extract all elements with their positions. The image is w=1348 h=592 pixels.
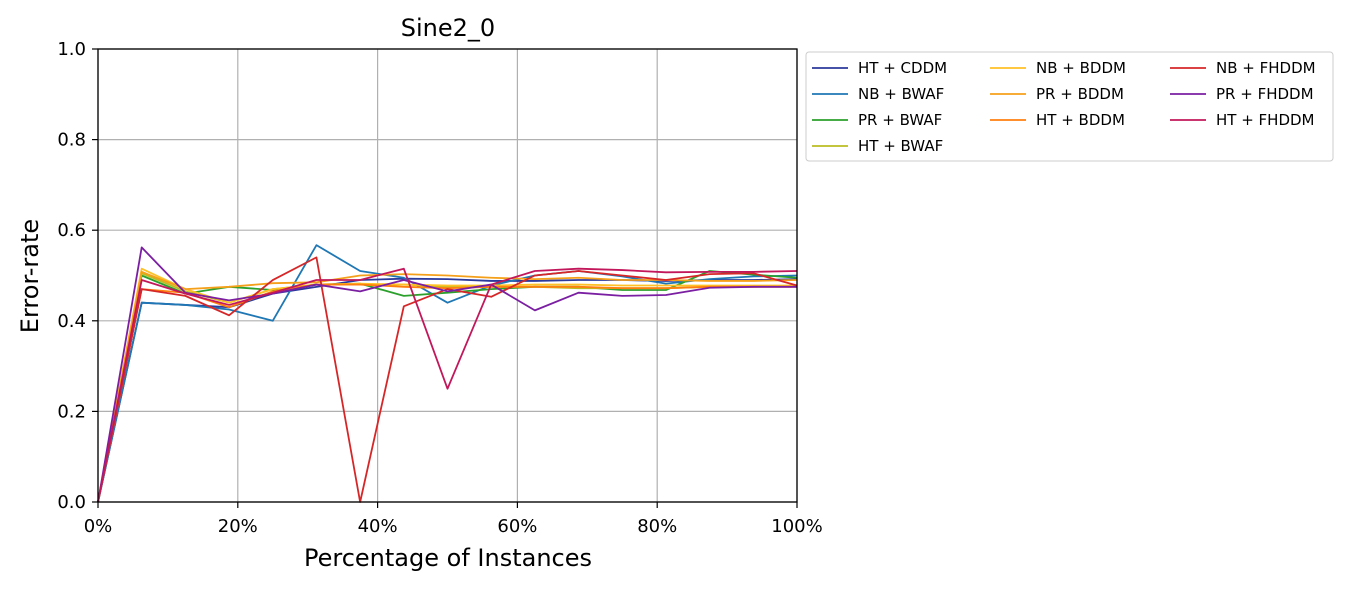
series-line-ht-bddm — [97, 283, 797, 503]
y-tick-label-3: 0.6 — [57, 220, 86, 241]
x-tick-label-3: 60% — [497, 516, 537, 537]
legend-label-4: NB + BDDM — [1036, 59, 1126, 77]
x-tick-label-4: 80% — [637, 516, 677, 537]
chart-title: Sine2_0 — [401, 14, 495, 42]
legend-label-1: NB + BWAF — [858, 85, 944, 103]
y-axis-label: Error-rate — [16, 219, 44, 333]
series-line-nb-fhddm — [97, 256, 798, 503]
y-tick-label-0: 0.0 — [57, 492, 86, 513]
series-line-pr-fhddm — [97, 246, 797, 503]
x-tick-label-5: 100% — [771, 516, 822, 537]
legend-label-3: HT + BWAF — [858, 137, 943, 155]
x-tick-label-1: 20% — [218, 516, 258, 537]
legend: HT + CDDM NB + BWAF PR + BWAF HT + BWAF NB +… — [805, 51, 1334, 162]
y-tick-label-5: 1.0 — [57, 39, 86, 60]
legend-label-7: NB + FHDDM — [1216, 59, 1316, 77]
x-axis-label: Percentage of Instances — [304, 544, 592, 572]
legend-label-8: PR + FHDDM — [1216, 85, 1314, 103]
series-line-ht-cddm — [97, 277, 798, 503]
legend-label-0: HT + CDDM — [858, 59, 947, 77]
legend-label-2: PR + BWAF — [858, 111, 942, 129]
legend-label-9: HT + FHDDM — [1216, 111, 1315, 129]
x-tick-label-2: 40% — [358, 516, 398, 537]
series-lines — [97, 244, 798, 503]
y-tick-label-2: 0.4 — [57, 311, 86, 332]
series-line-pr-bddm — [97, 270, 798, 503]
legend-label-5: PR + BDDM — [1036, 85, 1124, 103]
legend-label-6: HT + BDDM — [1036, 111, 1125, 129]
y-tick-label-1: 0.2 — [57, 401, 86, 422]
y-tick-label-4: 0.8 — [57, 130, 86, 151]
y-axis-ticks: 0.0 0.2 0.4 0.6 0.8 1.0 — [57, 39, 98, 513]
x-tick-label-0: 0% — [84, 516, 113, 537]
x-axis-ticks: 0% 20% 40% 60% 80% 100% — [84, 502, 823, 537]
series-line-pr-bwaf — [97, 270, 798, 503]
series-line-nb-bwaf — [97, 244, 798, 503]
plot-frame — [97, 48, 798, 503]
legend-items: HT + CDDM NB + BWAF PR + BWAF HT + BWAF NB +… — [812, 59, 1316, 155]
legend-box — [805, 51, 1334, 162]
series-line-ht-fhddm — [97, 267, 798, 503]
